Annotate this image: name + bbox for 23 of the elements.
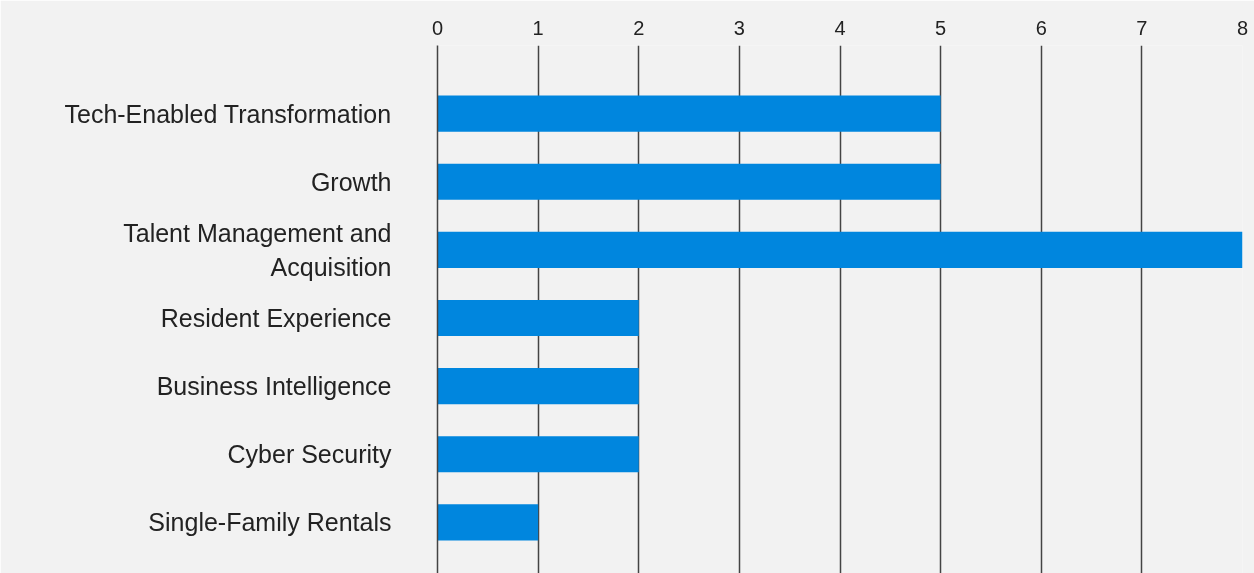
x-tick-label: 3 bbox=[733, 16, 745, 39]
x-tick-label: 7 bbox=[1136, 16, 1148, 39]
y-tick-label: Resident Experience bbox=[160, 304, 392, 333]
x-tick-label: 4 bbox=[834, 16, 846, 39]
x-tick-label: 0 bbox=[431, 16, 444, 39]
y-tick-label: Cyber Security bbox=[227, 440, 392, 469]
y-tick-label: Talent Management and Acquisition bbox=[123, 219, 392, 281]
bar bbox=[437, 368, 639, 405]
bar bbox=[437, 299, 639, 337]
x-tick-label: 8 bbox=[1236, 16, 1249, 39]
x-tick-label: 1 bbox=[532, 16, 544, 39]
x-tick-label: 6 bbox=[1035, 16, 1047, 39]
bar bbox=[437, 231, 1243, 268]
y-tick-label: Tech-Enabled Transformation bbox=[64, 99, 392, 128]
y-tick-label: Single-Family Rentals bbox=[148, 508, 392, 537]
y-tick-label: Growth bbox=[310, 167, 392, 196]
x-tick-label: 5 bbox=[935, 16, 947, 39]
x-tick-label: 2 bbox=[633, 16, 645, 39]
y-tick-label: Business Intelligence bbox=[156, 372, 392, 401]
bar bbox=[437, 95, 941, 132]
bar bbox=[437, 163, 941, 200]
bar bbox=[437, 504, 539, 541]
bar bbox=[437, 436, 639, 473]
